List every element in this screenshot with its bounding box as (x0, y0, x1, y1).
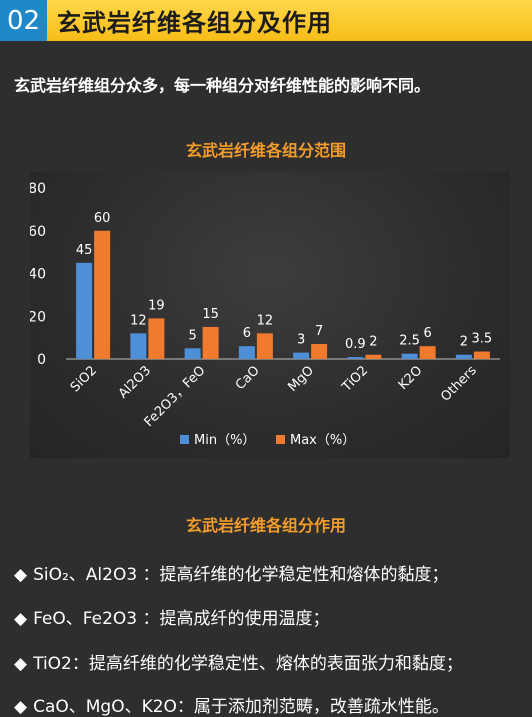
bar-max (148, 318, 165, 359)
data-label: 5 (188, 328, 196, 343)
data-label: 3 (297, 333, 305, 348)
bar-max (256, 333, 273, 359)
legend-swatch (276, 435, 285, 444)
chart-title: 玄武岩纤维各组分范围 (185, 141, 346, 160)
intro-text: 玄武岩纤维组分众多，每一种组分对纤维性能的影响不同。 (14, 76, 431, 95)
y-tick-label: 80 (30, 181, 46, 197)
x-tick-label: MgO (285, 363, 317, 395)
diamond-bullet-icon: ◆ (14, 609, 28, 629)
bar-max (202, 326, 219, 359)
section-number: 02 (0, 0, 47, 41)
data-label: 7 (315, 324, 323, 339)
role-text: SiO₂、Al2O3 ：提高纤维的化学稳定性和熔体的黏度； (33, 565, 449, 585)
data-label: 2 (369, 335, 377, 350)
y-tick-label: 0 (37, 352, 46, 368)
data-label: 6 (243, 326, 251, 341)
data-label: 12 (257, 313, 274, 328)
bar-max (473, 351, 490, 359)
x-tick-label: Others (438, 363, 480, 405)
x-tick-label: CaO (233, 363, 263, 393)
y-tick-label: 20 (30, 309, 46, 325)
roles-title: 玄武岩纤维各组分作用 (185, 516, 346, 535)
data-label: 45 (76, 243, 93, 258)
bar-min (293, 352, 310, 359)
data-label: 3.5 (472, 332, 493, 347)
bar-min (347, 357, 364, 359)
chart-area: 0 20 40 60 80 45 60 SiO2 12 19 Al2O3 5 15 Fe2O3，FeO 6 1… (28, 172, 510, 458)
x-tick-label: K2O (396, 363, 426, 393)
bar-max (419, 346, 436, 359)
role-text: TiO2：提高纤维的化学稳定性、熔体的表面张力和黏度； (33, 654, 463, 674)
data-label: 2 (460, 335, 468, 350)
legend-label: Max（%） (290, 433, 355, 448)
data-label: 19 (148, 298, 165, 313)
role-text: FeO、Fe2O3 ：提高成纤的使用温度； (33, 609, 330, 629)
role-item: ◆ FeO、Fe2O3 ：提高成纤的使用温度； (14, 604, 530, 629)
role-item: ◆ SiO₂、Al2O3 ：提高纤维的化学稳定性和熔体的黏度； (14, 560, 530, 585)
bar-max (94, 230, 111, 359)
data-label: 2.5 (399, 334, 420, 349)
data-label: 6 (423, 326, 431, 341)
section-header: 02 玄武岩纤维各组分及作用 (0, 0, 532, 41)
bar-min (76, 262, 93, 359)
legend-label: Min（%） (194, 433, 255, 448)
diamond-bullet-icon: ◆ (14, 565, 28, 585)
x-tick-label: TiO2 (339, 363, 371, 395)
y-tick-label: 60 (30, 224, 46, 240)
data-label: 0.9 (345, 337, 366, 352)
bar-max (365, 354, 382, 359)
data-label: 60 (94, 211, 111, 226)
role-item: ◆ TiO2：提高纤维的化学稳定性、熔体的表面张力和黏度； (14, 649, 530, 674)
data-label: 15 (202, 307, 219, 322)
data-label: 12 (130, 313, 147, 328)
role-text: CaO、MgO、K2O：属于添加剂范畴，改善疏水性能。 (33, 697, 449, 717)
section-title: 玄武岩纤维各组分及作用 (47, 0, 532, 41)
x-tick-label: SiO2 (68, 363, 100, 395)
legend-swatch (180, 435, 189, 444)
bar-min (455, 354, 472, 359)
bar-min (184, 348, 201, 359)
bar-min (130, 333, 147, 359)
y-tick-label: 40 (30, 267, 46, 283)
bar-min (238, 346, 255, 359)
bar-max (311, 344, 328, 359)
diamond-bullet-icon: ◆ (14, 654, 28, 674)
diamond-bullet-icon: ◆ (14, 697, 28, 717)
x-tick-label: Al2O3 (116, 363, 154, 401)
role-item: ◆ CaO、MgO、K2O：属于添加剂范畴，改善疏水性能。 (14, 692, 530, 717)
bar-chart: 0204060804560SiO21219Al2O3515Fe2O3，FeO61… (28, 181, 500, 448)
bar-min (401, 353, 418, 359)
